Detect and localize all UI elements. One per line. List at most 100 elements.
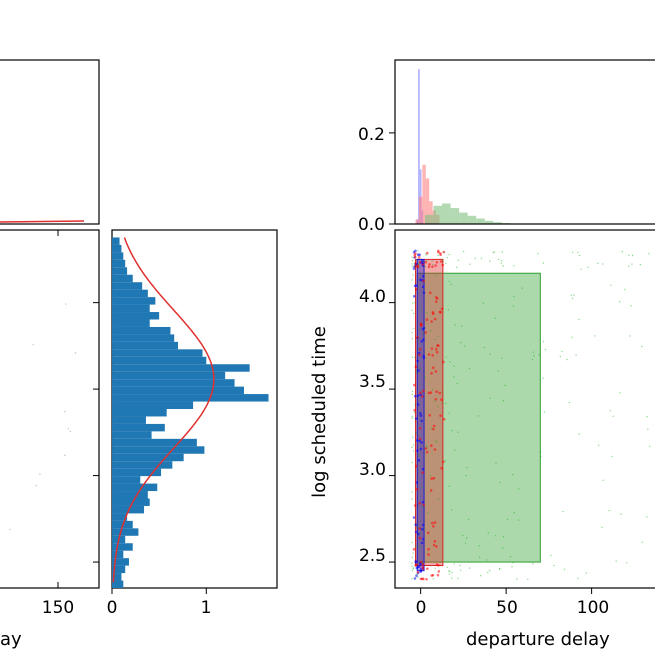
scatter-point xyxy=(413,383,416,387)
scatter-point xyxy=(418,565,421,569)
scatter-point xyxy=(602,479,604,481)
scatter-point xyxy=(421,527,424,531)
scatter-point xyxy=(415,432,417,434)
scatter-point xyxy=(646,416,648,418)
scatter-point xyxy=(453,563,455,565)
scatter-point xyxy=(502,265,504,267)
scatter-point xyxy=(421,486,423,488)
scatter-point xyxy=(418,439,421,443)
left-point xyxy=(35,484,38,487)
scatter-point xyxy=(414,417,418,420)
scatter-point xyxy=(497,258,500,261)
histogram-bar xyxy=(112,252,124,260)
scatter-point xyxy=(513,512,515,514)
histogram-bar xyxy=(112,543,133,551)
scatter-point xyxy=(420,340,423,343)
scatter-point xyxy=(426,445,428,448)
scatter-point xyxy=(513,295,515,298)
scatter-point xyxy=(434,347,438,351)
scatter-point xyxy=(411,491,413,493)
scatter-point xyxy=(420,395,424,398)
scatter-point xyxy=(448,485,450,487)
scatter-point xyxy=(647,428,649,430)
scatter-point xyxy=(455,266,458,268)
scatter-point xyxy=(432,263,434,266)
scatter-point xyxy=(495,462,497,464)
scatter-point xyxy=(430,320,433,323)
scatter-point xyxy=(445,262,447,264)
scatter-point xyxy=(411,279,413,281)
scatter-point xyxy=(648,252,650,255)
scatter-point xyxy=(413,327,415,330)
scatter-point xyxy=(453,376,455,378)
scatter-point xyxy=(559,355,561,358)
scatter-point xyxy=(411,578,413,580)
top-marginal-bar xyxy=(433,205,443,224)
histogram-bar xyxy=(112,297,156,305)
scatter-point xyxy=(433,540,437,543)
histogram-bar xyxy=(112,438,197,447)
scatter-point xyxy=(415,439,419,442)
scatter-point xyxy=(414,365,418,369)
scatter-point xyxy=(430,444,433,447)
scatter-point xyxy=(424,260,428,264)
scatter-point xyxy=(416,449,419,453)
scatter-point xyxy=(432,525,435,528)
scatter-point xyxy=(421,562,423,564)
histogram-bar xyxy=(112,505,145,514)
scatter-point xyxy=(411,259,414,262)
scatter-point xyxy=(434,300,438,303)
scatter-point xyxy=(430,477,434,480)
scatter-point xyxy=(460,325,463,327)
scatter-point xyxy=(411,562,413,564)
scatter-point xyxy=(414,288,418,291)
top-marginal-bar xyxy=(424,214,434,224)
scatter-point xyxy=(446,566,448,568)
scatter-point xyxy=(412,267,416,270)
scatter-point xyxy=(419,560,423,564)
scatter-point xyxy=(411,331,413,334)
histogram-panel: 0 1 xyxy=(107,229,278,618)
scatter-point xyxy=(466,466,468,469)
scatter-point xyxy=(542,377,544,379)
scatter-point xyxy=(459,564,461,567)
scatter-point xyxy=(419,570,423,573)
scatter-point xyxy=(631,263,633,265)
scatter-point xyxy=(411,462,413,464)
scatter-point xyxy=(422,537,425,541)
scatter-point xyxy=(424,265,426,268)
histogram-bar xyxy=(112,326,171,335)
scatter-point xyxy=(457,259,460,261)
histogram-bar xyxy=(112,364,250,372)
scatter-point xyxy=(629,335,631,337)
scatter-point xyxy=(449,570,451,573)
right-y-tick-2: 3.5 xyxy=(359,372,386,392)
scatter-point xyxy=(412,548,416,551)
left-point xyxy=(63,410,66,413)
histogram-bar xyxy=(112,468,162,477)
scatter-point xyxy=(417,255,421,259)
scatter-point xyxy=(426,251,429,255)
scatter-point xyxy=(489,260,491,262)
scatter-point xyxy=(413,504,417,507)
top-marginal-bar xyxy=(429,201,433,224)
scatter-point xyxy=(462,250,465,253)
scatter-point xyxy=(612,415,614,417)
top-y-tick-1: 0.2 xyxy=(358,125,385,145)
scatter-point xyxy=(442,260,444,262)
scatter-point xyxy=(412,568,414,570)
scatter-point xyxy=(561,350,563,353)
histogram-bar xyxy=(112,409,167,417)
scatter-point xyxy=(422,338,425,342)
scatter-point xyxy=(447,309,450,311)
scatter-point xyxy=(419,367,421,369)
scatter-point xyxy=(417,545,419,547)
hist-x-tick-0: 0 xyxy=(107,598,118,618)
histogram-bar xyxy=(112,282,143,290)
scatter-point xyxy=(416,571,420,574)
right-x-tick-0: 0 xyxy=(416,598,427,618)
scatter-point xyxy=(411,393,413,396)
scatter-point xyxy=(413,266,416,268)
scatter-point xyxy=(580,268,582,270)
scatter-point xyxy=(422,332,425,334)
